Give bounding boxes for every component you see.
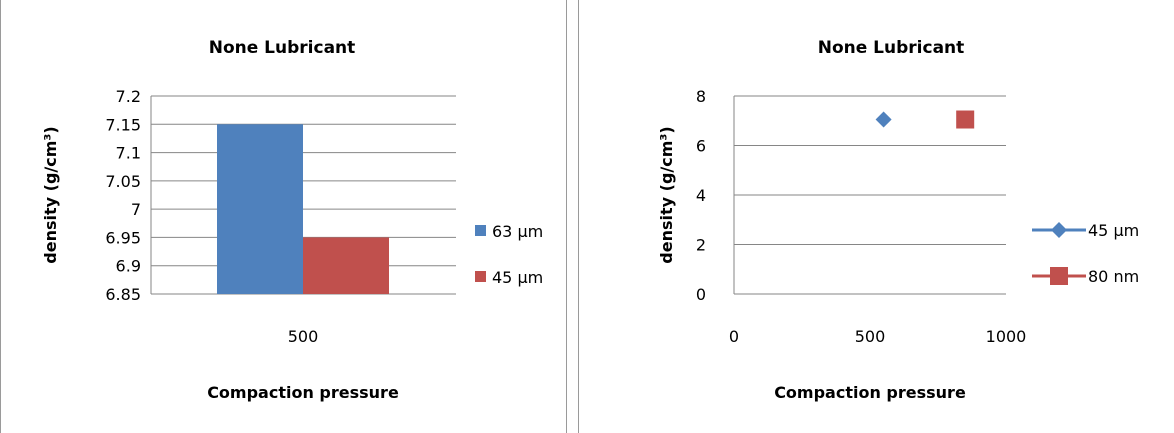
y-tick-label: 7.15 — [105, 115, 141, 134]
bar-45-µm — [303, 237, 389, 294]
y-tick-label: 6.9 — [116, 257, 141, 276]
legend: 45 µm 80 nm — [1032, 221, 1139, 286]
diamond-marker — [875, 111, 892, 128]
y-tick-label: 2 — [696, 236, 706, 255]
legend: 63 µm 45 µm — [475, 222, 543, 287]
y-tick-label: 6.85 — [105, 285, 141, 304]
x-tick-label: 500 — [855, 327, 886, 346]
square-marker — [1050, 267, 1068, 285]
y-tick-labels: 6.85 6.9 6.95 7 7.05 7.1 7.15 7.2 — [105, 87, 141, 304]
y-axis-title: density (g/cm³) — [41, 126, 60, 263]
scatter-chart: None Lubricant 0 2 4 6 8 0 500 1000 Compaction… — [657, 38, 1139, 402]
x-axis-title: Compaction pressure — [774, 383, 966, 402]
bar-chart-panel: None Lubricant 6.85 6.9 6.95 7 7.05 7.1 7.15 7.… — [0, 0, 567, 433]
y-axis-title: density (g/cm³) — [657, 126, 676, 263]
legend-label: 63 µm — [492, 222, 543, 241]
diamond-marker — [1051, 222, 1067, 238]
y-tick-label: 6 — [696, 137, 706, 156]
x-axis-title: Compaction pressure — [207, 383, 399, 402]
legend-label: 45 µm — [1088, 221, 1139, 240]
legend-swatch — [475, 271, 486, 282]
square-marker — [956, 110, 975, 129]
y-tick-label: 7.1 — [116, 144, 141, 163]
y-tick-label: 6.95 — [105, 228, 141, 247]
y-tick-label: 7 — [131, 200, 141, 219]
legend-swatch — [475, 225, 486, 236]
chart-title: None Lubricant — [209, 38, 356, 58]
y-tick-label: 8 — [696, 87, 706, 106]
y-tick-label: 0 — [696, 285, 706, 304]
y-tick-label: 7.2 — [116, 87, 141, 106]
bars — [217, 124, 389, 295]
x-tick-label: 0 — [729, 327, 739, 346]
legend-label: 80 nm — [1088, 267, 1139, 286]
bar-chart: None Lubricant 6.85 6.9 6.95 7 7.05 7.1 7.15 7.… — [41, 38, 543, 402]
chart-title: None Lubricant — [818, 38, 965, 58]
x-tick-label: 1000 — [986, 327, 1027, 346]
y-tick-label: 4 — [696, 186, 706, 205]
markers — [875, 110, 975, 129]
scatter-chart-panel: None Lubricant 0 2 4 6 8 0 500 1000 Compaction… — [578, 0, 1174, 433]
x-tick-label: 500 — [288, 327, 319, 346]
y-tick-label: 7.05 — [105, 172, 141, 191]
legend-label: 45 µm — [492, 268, 543, 287]
bar-63-µm — [217, 124, 303, 295]
x-tick-labels: 0 500 1000 — [729, 327, 1026, 346]
y-tick-labels: 0 2 4 6 8 — [696, 87, 706, 304]
